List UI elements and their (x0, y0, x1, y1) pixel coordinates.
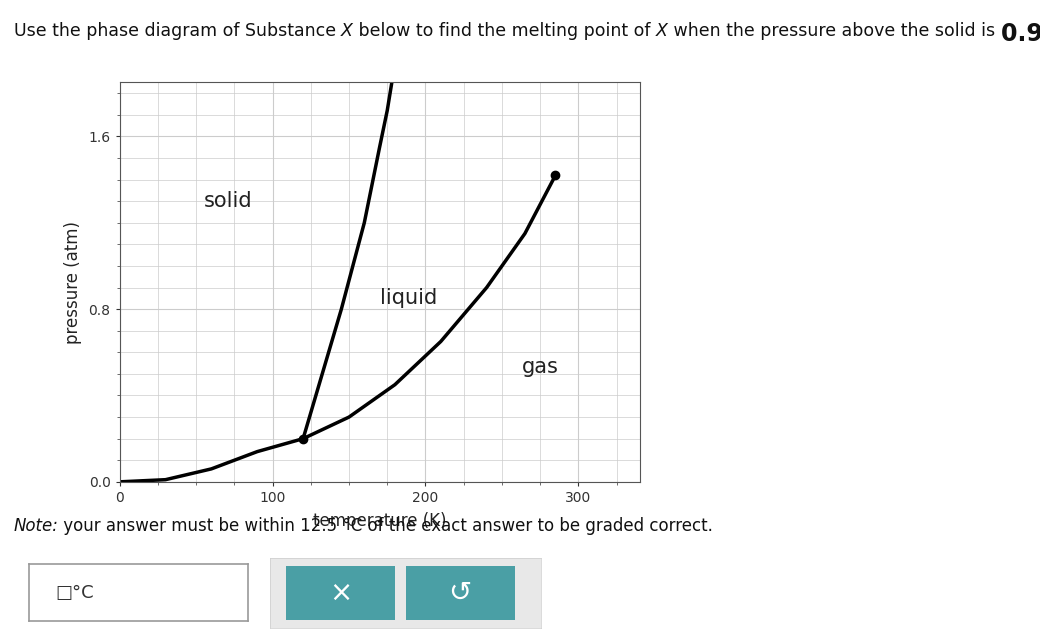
Text: □°C: □°C (55, 584, 94, 602)
Text: your answer must be within 12.5 °C of the exact answer to be graded correct.: your answer must be within 12.5 °C of th… (58, 517, 713, 534)
Text: 0.92 atm: 0.92 atm (1000, 22, 1040, 46)
Text: Use the phase diagram of Substance: Use the phase diagram of Substance (14, 22, 341, 40)
Text: ×: × (329, 579, 353, 607)
Text: X: X (341, 22, 353, 40)
Text: when the pressure above the solid is: when the pressure above the solid is (668, 22, 1000, 40)
Text: Note:: Note: (14, 517, 58, 534)
Text: gas: gas (522, 358, 558, 377)
Text: liquid: liquid (380, 288, 437, 308)
Text: below to find the melting point of: below to find the melting point of (353, 22, 656, 40)
Text: X: X (656, 22, 668, 40)
Text: ↺: ↺ (448, 579, 472, 607)
Y-axis label: pressure (atm): pressure (atm) (63, 221, 81, 344)
X-axis label: temperature (K): temperature (K) (313, 512, 446, 530)
Text: solid: solid (204, 191, 253, 211)
